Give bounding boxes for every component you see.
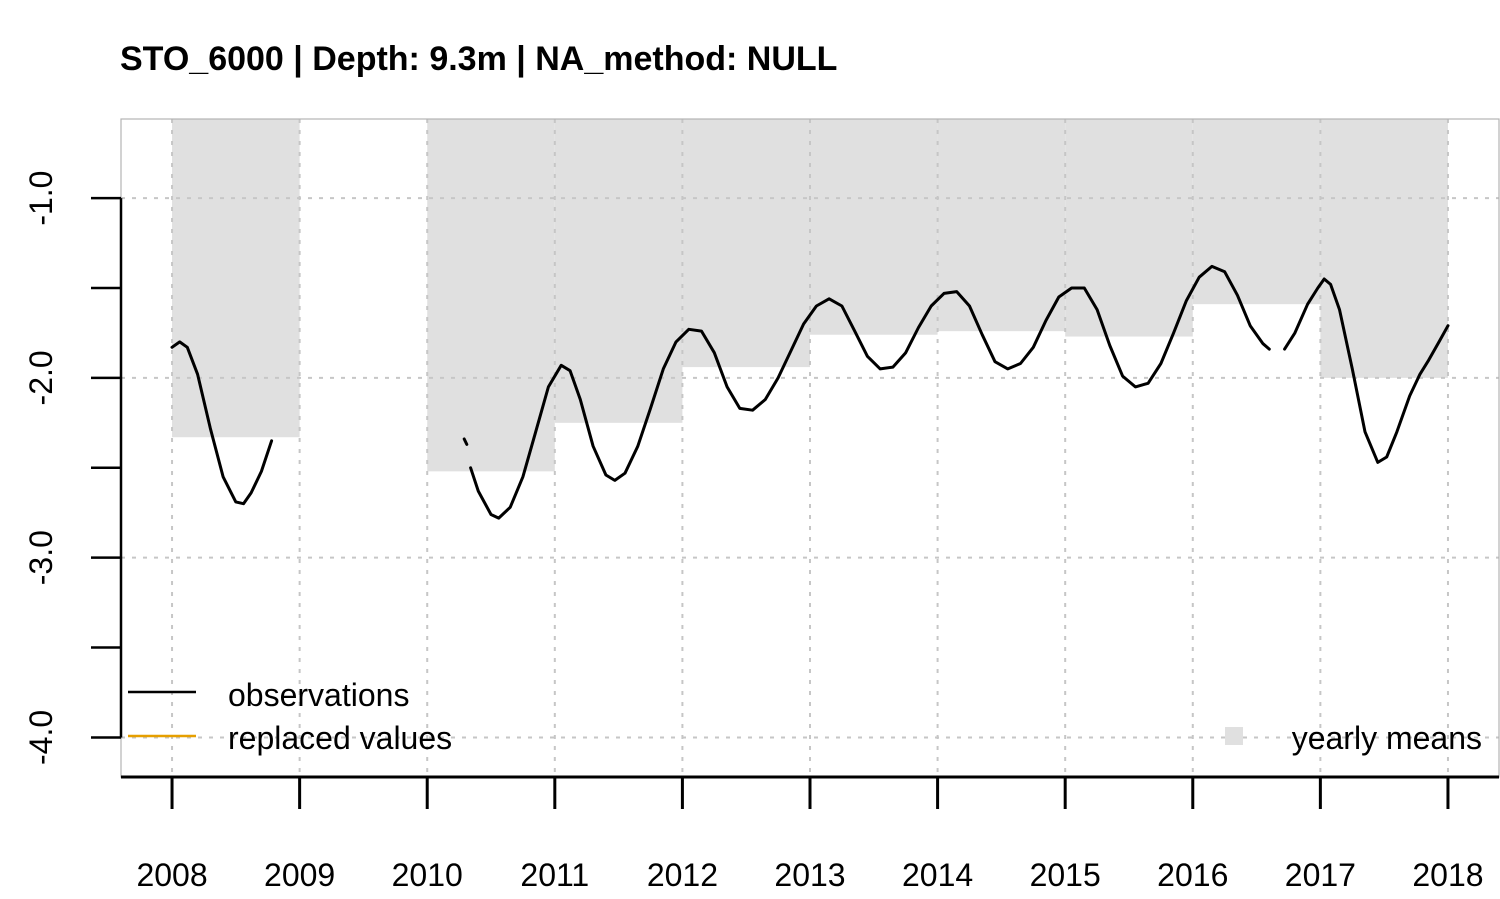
yearly-mean-bar-2010 [427,119,555,472]
x-tick-label: 2008 [136,857,207,893]
legend-observations-label: observations [228,677,409,713]
y-axis: -4.0 -3.0 -2.0 -1.0 [23,171,123,765]
x-tick-label: 2009 [264,857,335,893]
legend: observations replaced values yearly mean… [128,677,1482,756]
yearly-mean-bar-2013 [810,119,938,335]
legend-replaced-label: replaced values [228,720,452,756]
series-0-segment-2 [469,264,1271,520]
legend-means-swatch [1225,727,1243,745]
x-tick-label: 2016 [1157,857,1228,893]
legend-means-label: yearly means [1292,720,1482,756]
yearly-mean-bar-2015 [1065,119,1193,337]
x-axis: 2008 2009 2010 2011 2012 2013 2014 2015 2016 2017… [121,775,1499,893]
x-tick-label: 2010 [392,857,463,893]
series-layer [170,264,1450,520]
series-0-segment-0 [170,340,274,506]
yearly-means-layer [172,119,1448,472]
x-tick-label: 2014 [902,857,973,893]
x-tick-label: 2011 [520,857,589,893]
y-tick-label: -4.0 [23,710,59,765]
yearly-mean-bar-2016 [1192,119,1321,305]
y-tick-label: -1.0 [23,171,59,226]
yearly-mean-bar-2008 [172,119,300,438]
x-tick-label: 2015 [1030,857,1101,893]
x-tick-label: 2012 [647,857,718,893]
y-tick-label: -3.0 [23,530,59,585]
series-0-segment-1 [462,437,469,446]
x-tick-label: 2018 [1412,857,1483,893]
yearly-mean-bar-2014 [937,119,1066,332]
x-tick-label: 2017 [1285,857,1356,893]
y-tick-label: -2.0 [23,350,59,405]
yearly-mean-bar-2012 [682,119,810,368]
series-0-segment-3 [1283,277,1450,464]
x-tick-label: 2013 [774,857,845,893]
yearly-mean-bar-2017 [1320,119,1448,378]
chart-title: STO_6000 | Depth: 9.3m | NA_method: NULL [120,40,838,78]
